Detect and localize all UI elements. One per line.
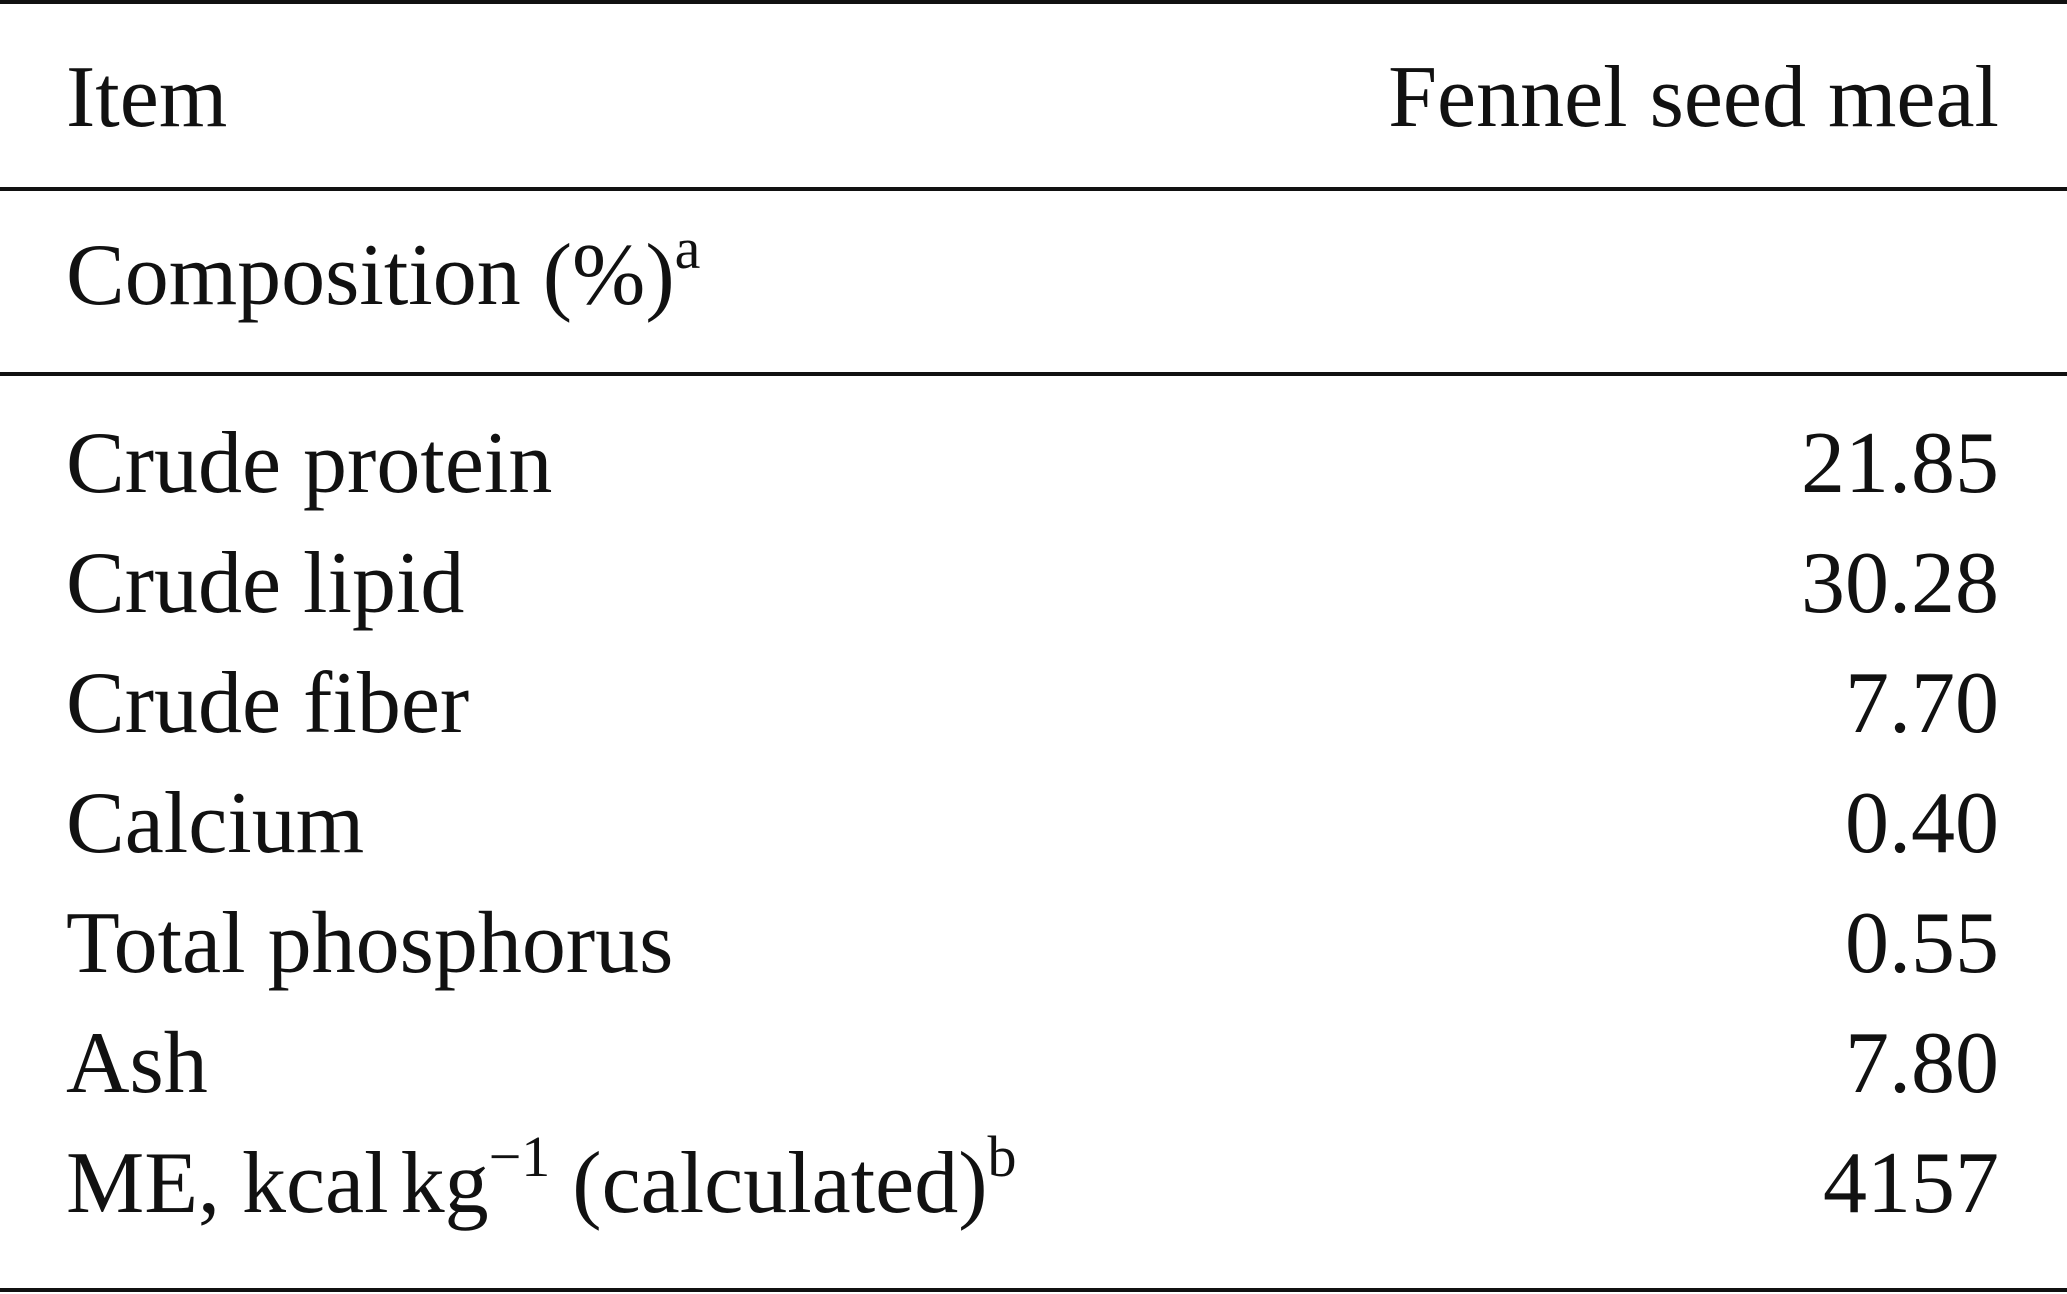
row-value-crude-protein: 21.85: [1801, 415, 1999, 512]
row-name-calcium: Calcium: [66, 775, 365, 872]
row-value-total-phosphorus: 0.55: [1845, 895, 1999, 992]
me-unit: kg: [400, 1135, 489, 1232]
row-value-crude-fiber: 7.70: [1845, 655, 1999, 752]
row-name-me: ME, kcal kg−1 (calculated)b: [66, 1127, 1017, 1228]
footnote-a: a: [674, 215, 701, 281]
bottom-rule: [0, 1288, 2067, 1292]
header-rule: [0, 187, 2067, 191]
row-value-me: 4157: [1823, 1135, 1999, 1232]
top-rule: [0, 0, 2067, 4]
section-rule: [0, 372, 2067, 376]
header-fennel-seed-meal: Fennel seed meal: [1388, 49, 1999, 146]
me-suffix: (calculated): [550, 1135, 988, 1232]
row-name-crude-protein: Crude protein: [66, 415, 553, 512]
section-label: Composition (%): [66, 227, 675, 324]
row-value-calcium: 0.40: [1845, 775, 1999, 872]
header-item: Item: [66, 49, 228, 146]
row-name-ash: Ash: [66, 1015, 208, 1112]
me-exponent: −1: [488, 1123, 551, 1189]
me-prefix: ME, kcal: [66, 1135, 389, 1232]
row-value-crude-lipid: 30.28: [1801, 535, 1999, 632]
section-composition: Composition (%)a: [66, 219, 700, 320]
row-name-crude-lipid: Crude lipid: [66, 535, 465, 632]
row-name-crude-fiber: Crude fiber: [66, 655, 470, 752]
footnote-b: b: [987, 1123, 1017, 1189]
row-name-total-phosphorus: Total phosphorus: [66, 895, 674, 992]
row-value-ash: 7.80: [1845, 1015, 1999, 1112]
